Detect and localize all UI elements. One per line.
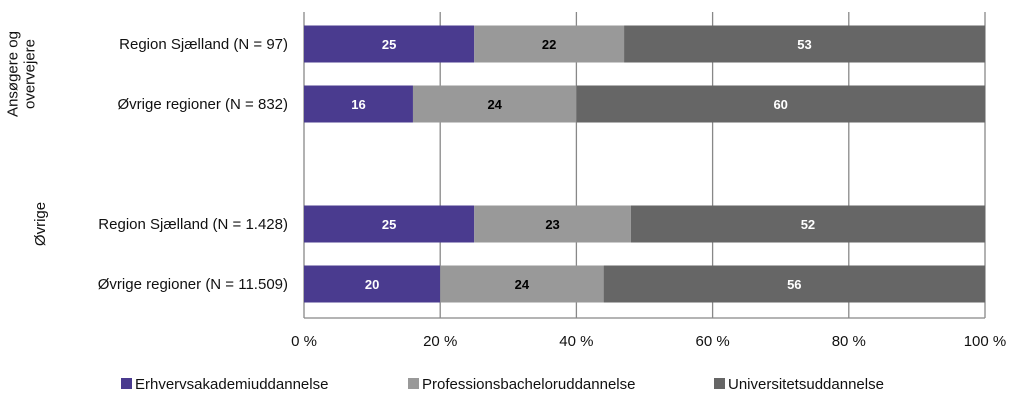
bar-segment-universitetsuddannelse [576,85,985,123]
group-label: Øvrige [32,202,49,246]
group-label: Ansøgere og [5,31,22,117]
bar-segment-professionsbacheloruddannelse [474,25,625,63]
bar-value-label: 53 [797,37,811,52]
bar-segment-professionsbacheloruddannelse [412,85,577,123]
legend-label: Universitetsuddannelse [728,376,884,393]
bar-segment-universitetsuddannelse [603,265,985,303]
bar-segment-erhvervsakademiuddannelse [304,265,441,303]
legend-swatch [408,378,419,389]
x-tick-label: 0 % [291,333,317,350]
bar-segment-universitetsuddannelse [630,205,985,243]
bar-value-label: 56 [787,277,801,292]
x-tick-label: 20 % [423,333,457,350]
group-label: overvejere [22,39,39,109]
x-tick-label: 40 % [559,333,593,350]
category-label: Øvrige regioner (N = 11.509) [98,276,288,293]
bar-value-label: 25 [382,217,396,232]
bar-segment-professionsbacheloruddannelse [440,265,604,303]
bar-value-label: 16 [351,97,365,112]
category-label: Øvrige regioner (N = 832) [118,96,289,113]
x-tick-label: 60 % [695,333,729,350]
bar-segment-universitetsuddannelse [624,25,985,63]
bar-value-label: 25 [382,37,396,52]
category-label: Region Sjælland (N = 97) [119,36,288,53]
bar-value-label: 24 [487,97,502,112]
bar-segment-erhvervsakademiuddannelse [304,85,413,123]
legend-label: Erhvervsakademiuddannelse [135,376,328,393]
bar-value-label: 20 [365,277,379,292]
legend-label: Professionsbacheloruddannelse [422,376,635,393]
bar-value-label: 52 [801,217,815,232]
x-tick-label: 80 % [832,333,866,350]
bar-segment-professionsbacheloruddannelse [474,205,631,243]
category-label: Region Sjælland (N = 1.428) [98,216,288,233]
bar-segment-erhvervsakademiuddannelse [304,25,475,63]
bar-segment-erhvervsakademiuddannelse [304,205,475,243]
legend-swatch [714,378,725,389]
legend-swatch [121,378,132,389]
bar-value-label: 22 [542,37,556,52]
x-tick-label: 100 % [964,333,1007,350]
bar-value-label: 23 [545,217,559,232]
bar-value-label: 24 [515,277,530,292]
bar-value-label: 60 [773,97,787,112]
